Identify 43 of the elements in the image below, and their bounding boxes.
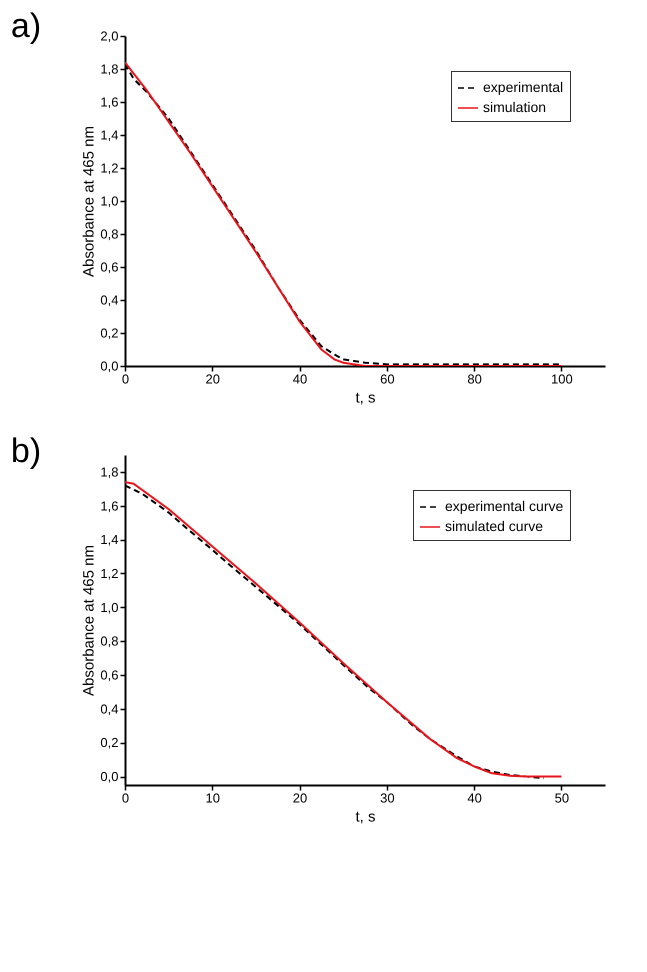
y-tick-label: 2,0 <box>100 28 118 44</box>
y-tick-label: 1,8 <box>100 62 118 76</box>
x-tick-label: 100 <box>551 372 573 386</box>
x-tick-label: 20 <box>206 372 220 386</box>
y-tick-label: 0,0 <box>100 769 118 784</box>
y-tick-label: 1,4 <box>100 532 118 548</box>
y-tick-label: 0,4 <box>100 292 118 308</box>
x-axis-title: t, s <box>355 390 376 406</box>
y-tick-label: 0,2 <box>100 735 118 750</box>
legend-label: simulation <box>483 99 546 115</box>
y-tick-label: 1,0 <box>100 600 118 615</box>
y-tick-label: 0,8 <box>100 226 118 242</box>
y-tick-label: 0,2 <box>100 326 118 340</box>
legend-label: experimental curve <box>445 498 564 514</box>
y-tick-label: 0,8 <box>100 634 118 649</box>
y-tick-label: 1,4 <box>100 128 118 142</box>
x-axis-title: t, s <box>355 808 376 826</box>
x-tick-label: 80 <box>467 372 482 386</box>
y-tick-label: 1,6 <box>100 94 118 110</box>
chart-title: a) <box>10 7 42 45</box>
y-tick-label: 1,0 <box>100 194 118 208</box>
y-tick-label: 0,6 <box>100 260 118 274</box>
y-tick-label: 1,8 <box>100 464 118 480</box>
y-tick-label: 0,0 <box>100 358 118 374</box>
x-tick-label: 40 <box>292 372 308 386</box>
x-tick-label: 60 <box>380 372 395 386</box>
x-tick-label: 0 <box>122 790 130 806</box>
y-tick-label: 1,2 <box>100 566 118 581</box>
x-tick-label: 50 <box>554 790 570 806</box>
chart-title: b) <box>10 432 42 470</box>
y-tick-label: 1,6 <box>100 498 118 514</box>
y-axis-title: Absorbance at 465 nm <box>80 126 98 277</box>
y-axis-title: Absorbance at 465 nm <box>80 545 98 696</box>
x-tick-label: 20 <box>292 790 308 806</box>
x-tick-label: 30 <box>380 790 395 806</box>
x-tick-label: 0 <box>122 372 130 386</box>
y-tick-label: 1,2 <box>100 160 118 176</box>
y-tick-label: 0,6 <box>100 668 118 682</box>
x-tick-label: 10 <box>206 790 220 806</box>
x-tick-label: 40 <box>467 790 482 806</box>
legend-label: experimental <box>483 79 564 95</box>
legend-label: simulated curve <box>445 518 544 534</box>
y-tick-label: 0,4 <box>100 701 118 716</box>
